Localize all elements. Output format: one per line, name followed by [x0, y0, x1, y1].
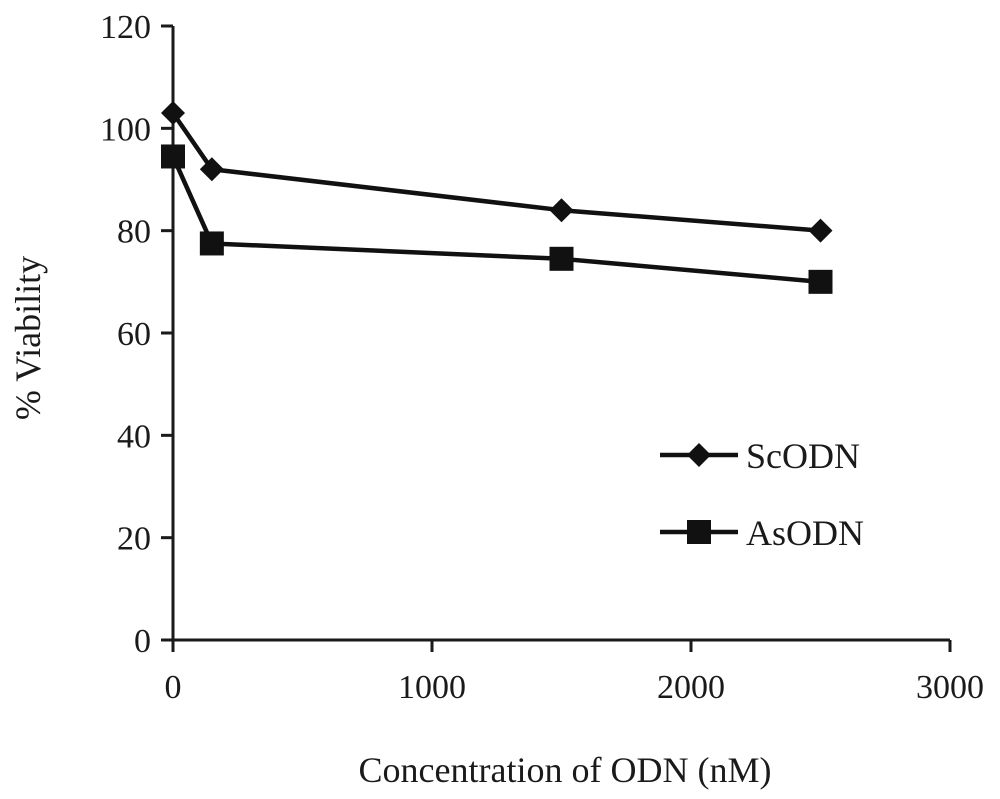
y-tick-label: 80 — [117, 214, 151, 251]
asodn-point — [549, 246, 574, 271]
legend: ScODN AsODN — [660, 436, 864, 553]
scodn-point — [549, 198, 574, 223]
asodn-point — [161, 144, 185, 169]
series-asodn — [161, 144, 833, 294]
x-tick-label: 1000 — [398, 669, 466, 706]
legend-label: ScODN — [746, 436, 860, 476]
series-layer — [161, 100, 833, 294]
x-tick-label: 2000 — [657, 669, 725, 706]
scodn-line — [171, 111, 821, 233]
y-tick-label: 120 — [100, 9, 151, 46]
legend-marker — [687, 520, 711, 544]
legend-item-scodn: ScODN — [660, 436, 860, 476]
y-tick-label: 60 — [117, 316, 151, 353]
scodn-point — [808, 218, 833, 243]
y-tick-label: 100 — [100, 111, 151, 148]
legend-item-asodn: AsODN — [660, 513, 864, 553]
y-axis-ticks: 0 20 40 60 80 100 120 — [100, 9, 173, 660]
y-tick-label: 0 — [134, 623, 151, 660]
x-tick-label: 0 — [165, 669, 182, 706]
scodn-point — [161, 100, 185, 125]
asodn-point — [808, 269, 833, 294]
x-axis-ticks: 0 1000 2000 3000 — [165, 640, 984, 706]
legend-marker — [687, 443, 711, 467]
series-scodn — [161, 100, 833, 243]
legend-label: AsODN — [746, 513, 864, 553]
y-tick-label: 20 — [117, 521, 151, 558]
y-axis-title: % Viability — [8, 256, 48, 420]
x-tick-label: 3000 — [916, 669, 984, 706]
y-tick-label: 40 — [117, 418, 151, 455]
asodn-point — [199, 231, 224, 256]
x-axis-title: Concentration of ODN (nM) — [359, 750, 772, 790]
asodn-line — [170, 155, 821, 285]
scodn-point — [199, 157, 224, 182]
